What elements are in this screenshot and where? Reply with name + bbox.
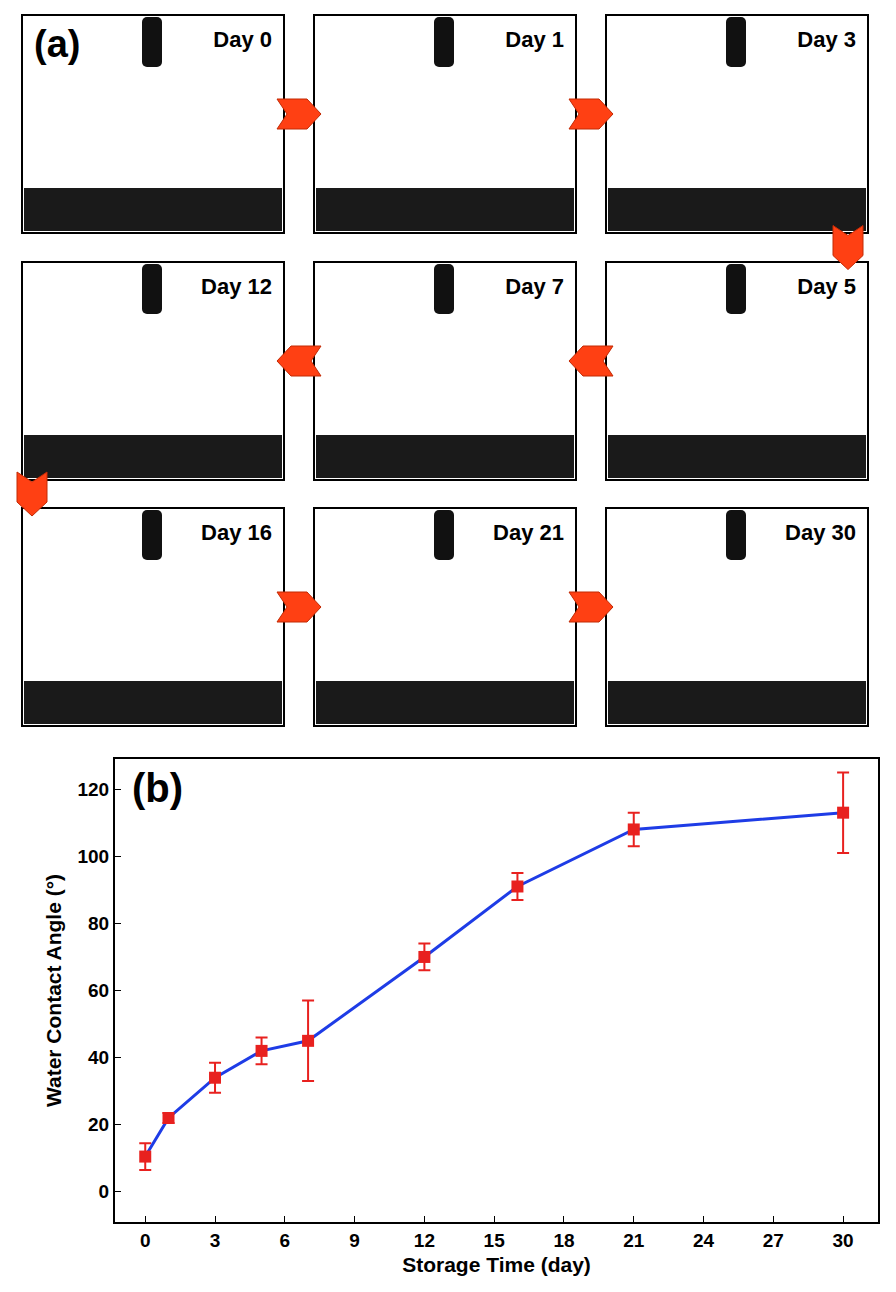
svg-text:Day 3: Day 3 <box>797 27 856 52</box>
svg-text:Day 5: Day 5 <box>797 274 856 299</box>
svg-text:6: 6 <box>280 1230 291 1251</box>
svg-text:(a): (a) <box>34 23 80 65</box>
svg-text:80: 80 <box>88 913 109 934</box>
svg-text:3: 3 <box>210 1230 221 1251</box>
svg-text:Day 1: Day 1 <box>505 27 564 52</box>
svg-text:60: 60 <box>88 980 109 1001</box>
svg-text:24: 24 <box>693 1230 715 1251</box>
svg-text:Day 0: Day 0 <box>213 27 272 52</box>
svg-text:15: 15 <box>484 1230 506 1251</box>
svg-text:30: 30 <box>833 1230 854 1251</box>
svg-text:Day 21: Day 21 <box>493 520 564 545</box>
svg-text:12: 12 <box>414 1230 435 1251</box>
svg-text:9: 9 <box>349 1230 360 1251</box>
svg-text:120: 120 <box>77 779 109 800</box>
svg-text:Day 7: Day 7 <box>505 274 564 299</box>
svg-text:Day 12: Day 12 <box>201 274 272 299</box>
svg-text:100: 100 <box>77 846 109 867</box>
svg-text:0: 0 <box>99 1181 110 1202</box>
svg-text:Water Contact Angle (°): Water Contact Angle (°) <box>42 874 65 1107</box>
svg-text:21: 21 <box>623 1230 645 1251</box>
svg-text:40: 40 <box>88 1047 109 1068</box>
svg-text:(b): (b) <box>132 766 183 810</box>
svg-text:20: 20 <box>88 1114 109 1135</box>
svg-text:0: 0 <box>140 1230 151 1251</box>
svg-text:18: 18 <box>553 1230 574 1251</box>
svg-text:Day 16: Day 16 <box>201 520 272 545</box>
svg-text:Storage Time (day): Storage Time (day) <box>402 1253 591 1276</box>
svg-text:27: 27 <box>763 1230 784 1251</box>
svg-text:Day 30: Day 30 <box>785 520 856 545</box>
